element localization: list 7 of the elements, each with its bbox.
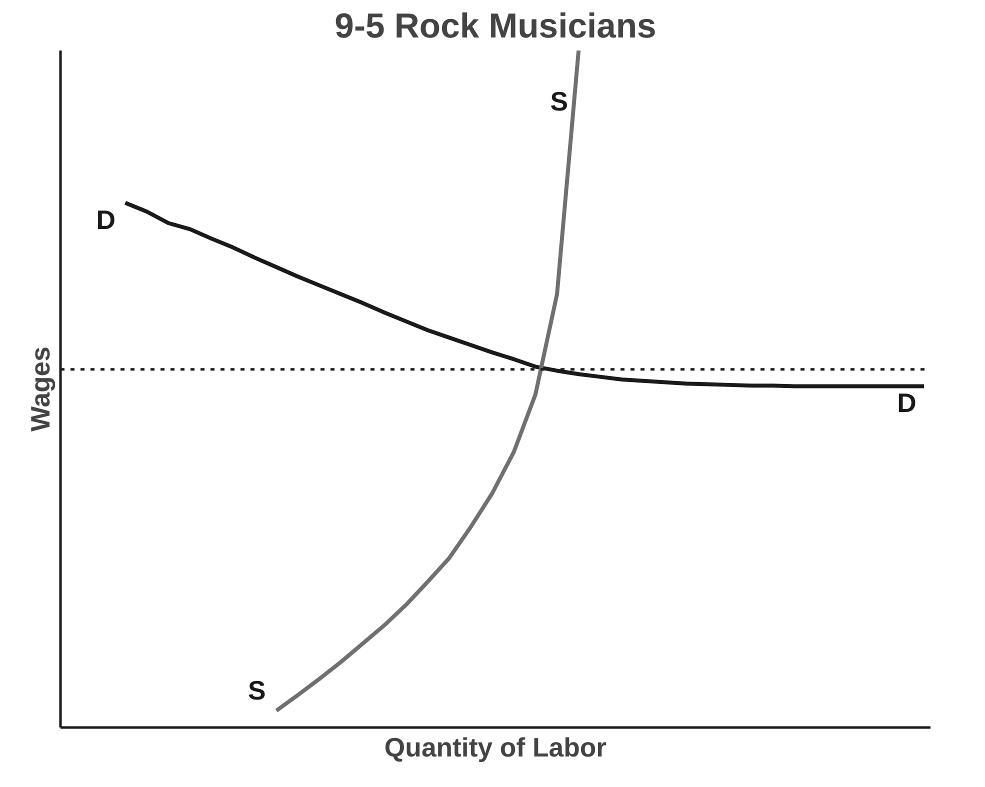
series-label: D: [897, 388, 916, 418]
series-label: S: [550, 86, 568, 116]
y-axis-title: Wages: [26, 346, 56, 432]
x-axis-title: Quantity of Labor: [384, 732, 607, 762]
text: D: [96, 204, 116, 235]
text: S: [248, 675, 266, 706]
chart-title: 9-5 Rock Musicians: [334, 8, 656, 46]
